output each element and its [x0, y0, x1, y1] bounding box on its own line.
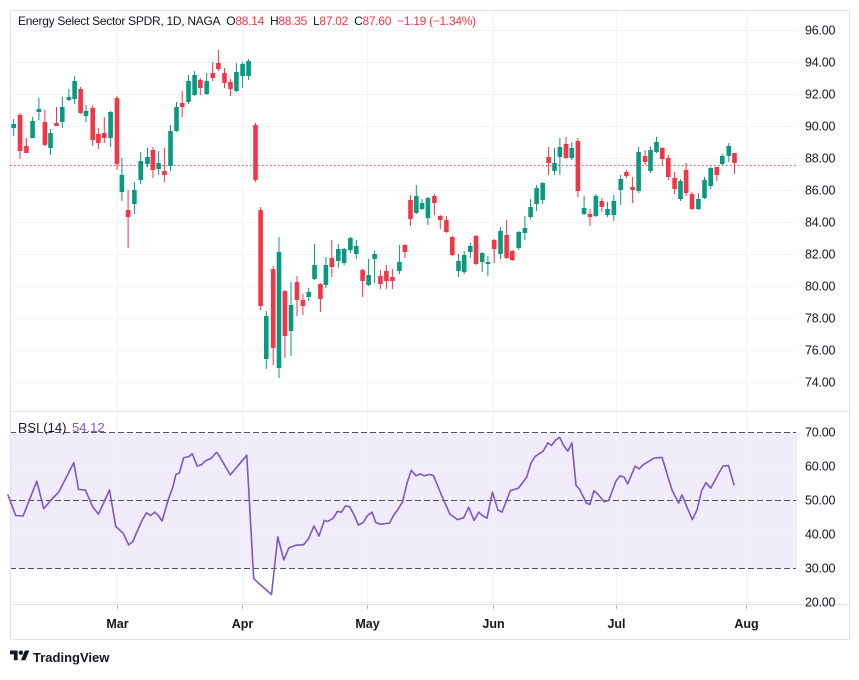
- svg-text:78.00: 78.00: [805, 311, 836, 325]
- svg-text:86.00: 86.00: [805, 183, 836, 197]
- svg-text:80.00: 80.00: [805, 279, 836, 293]
- svg-text:Jun: Jun: [482, 617, 504, 631]
- svg-text:96.00: 96.00: [805, 24, 836, 38]
- svg-text:May: May: [355, 617, 379, 631]
- svg-text:84.00: 84.00: [805, 215, 836, 229]
- svg-text:60.00: 60.00: [805, 460, 836, 474]
- svg-text:88.00: 88.00: [805, 151, 836, 165]
- svg-text:74.00: 74.00: [805, 375, 836, 389]
- svg-text:40.00: 40.00: [805, 528, 836, 542]
- svg-text:20.00: 20.00: [805, 596, 836, 610]
- svg-text:RSI (14) 54.12: RSI (14) 54.12: [18, 420, 105, 435]
- svg-text:TradingView: TradingView: [33, 650, 110, 665]
- svg-text:30.00: 30.00: [805, 562, 836, 576]
- svg-text:70.00: 70.00: [805, 426, 836, 440]
- svg-text:Energy Select Sector SPDR, 1D,: Energy Select Sector SPDR, 1D, NAGA O88.1…: [18, 14, 476, 28]
- svg-text:Mar: Mar: [106, 617, 128, 631]
- svg-text:Apr: Apr: [232, 617, 254, 631]
- svg-text:94.00: 94.00: [805, 56, 836, 70]
- svg-text:92.00: 92.00: [805, 88, 836, 102]
- svg-text:Jul: Jul: [607, 617, 625, 631]
- svg-text:82.00: 82.00: [805, 247, 836, 261]
- svg-text:Aug: Aug: [734, 617, 758, 631]
- svg-text:90.00: 90.00: [805, 119, 836, 133]
- svg-text:50.00: 50.00: [805, 494, 836, 508]
- svg-text:76.00: 76.00: [805, 343, 836, 357]
